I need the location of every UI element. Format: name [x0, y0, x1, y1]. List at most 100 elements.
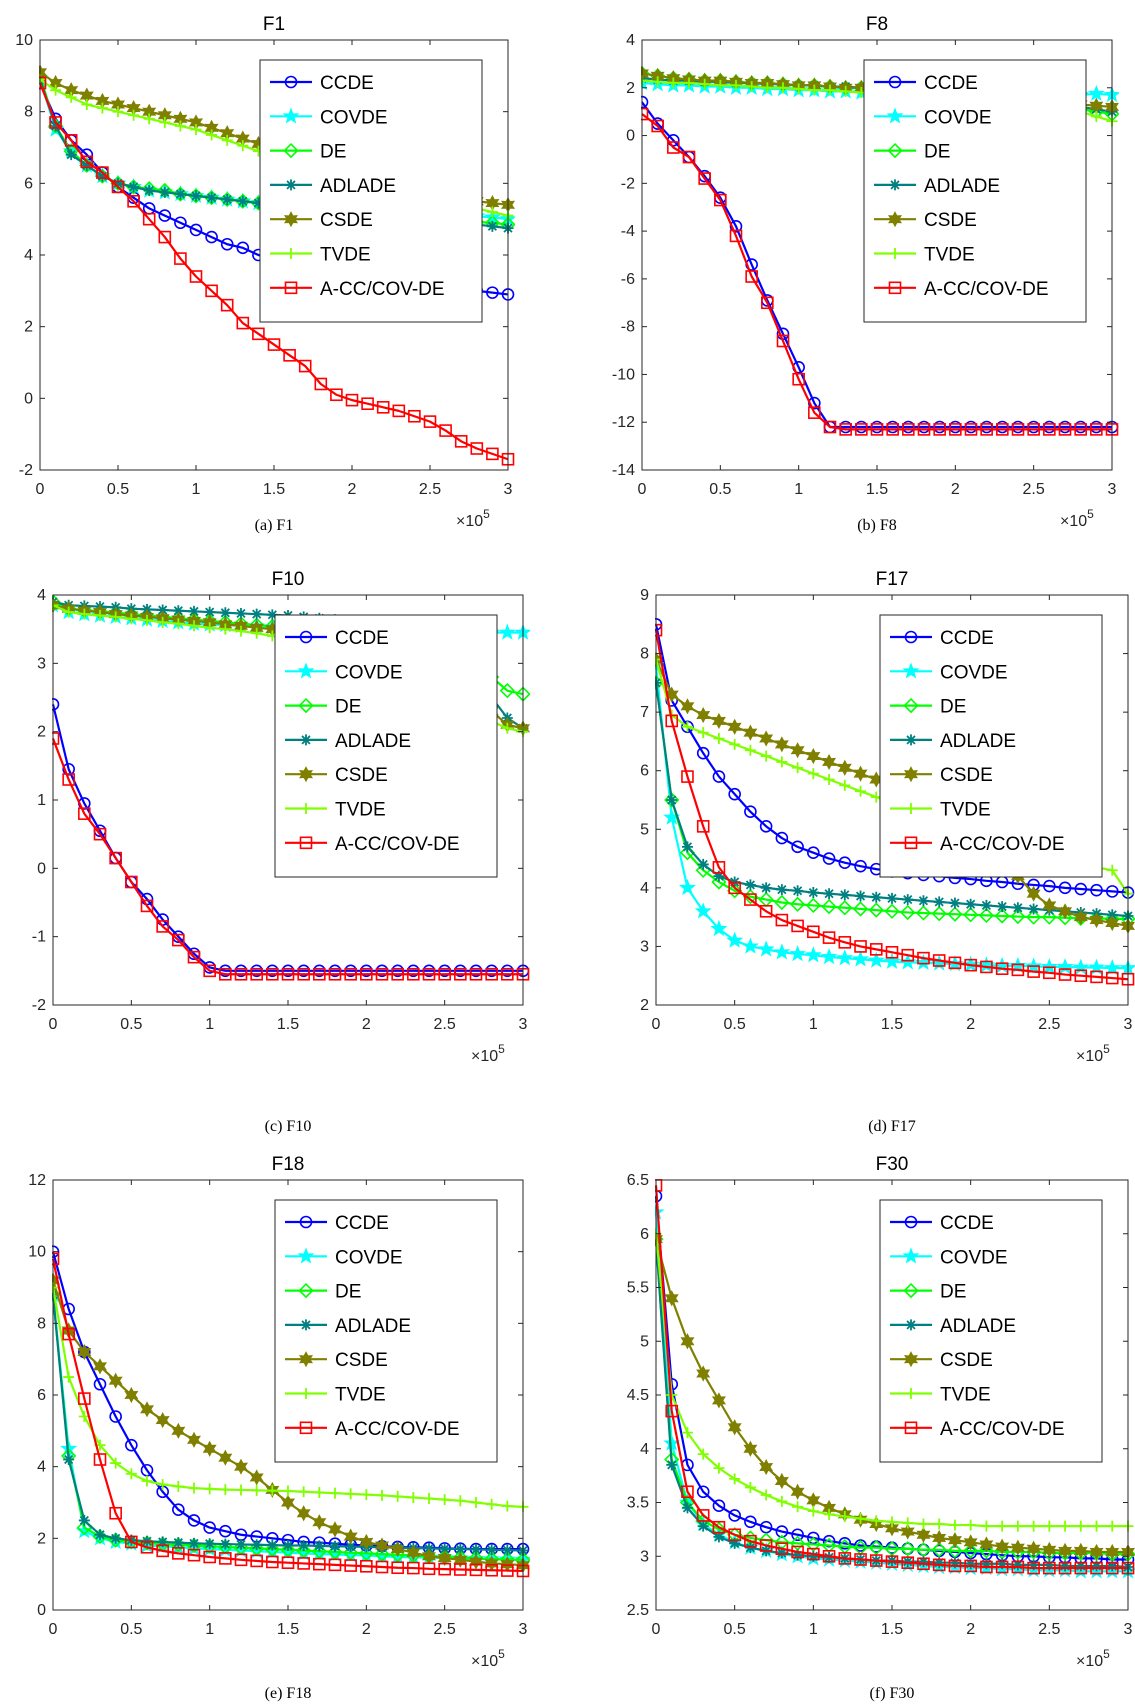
legend-label: TVDE [940, 800, 991, 821]
data-point-a-cc-cov-de [78, 1392, 91, 1405]
legend-label: CSDE [335, 765, 388, 786]
data-point-adlade [81, 159, 93, 171]
data-point-csde [664, 1290, 679, 1307]
data-point-covde [694, 902, 712, 919]
data-point-ccde [1058, 881, 1072, 895]
data-point-tvde [235, 625, 247, 637]
data-point-a-cc-cov-de [917, 951, 930, 965]
data-point-a-cc-cov-de [1043, 1561, 1056, 1575]
x-tick-label: 0.5 [709, 481, 731, 498]
data-point-covde [1056, 958, 1074, 975]
data-point-ccde [712, 1499, 726, 1513]
data-point-a-cc-cov-de [330, 388, 343, 402]
data-point-tvde [697, 727, 709, 739]
y-tick-label: 5.5 [627, 1280, 649, 1297]
y-tick-label: 8 [640, 646, 649, 663]
data-point-tvde [917, 1518, 929, 1530]
x-tick-label: 1.5 [866, 481, 888, 498]
data-point-adlade [235, 1538, 247, 1550]
data-point-adlade [237, 195, 249, 207]
data-point-de [1025, 909, 1042, 925]
data-point-ccde [219, 1524, 232, 1538]
legend-marker [888, 281, 902, 295]
data-point-ccde [822, 852, 836, 865]
data-point-de [1057, 910, 1073, 926]
data-point-csde [359, 1533, 374, 1550]
data-point-a-cc-cov-de [80, 155, 94, 169]
data-point-a-cc-cov-de [901, 1556, 915, 1569]
data-point-tvde [81, 99, 93, 110]
data-point-adlade [501, 1544, 513, 1556]
data-point-tvde [746, 81, 758, 93]
data-point-a-cc-cov-de [250, 1554, 263, 1568]
data-point-tvde [172, 618, 184, 630]
data-point-covde [789, 945, 807, 962]
data-point-a-cc-cov-de [698, 172, 711, 185]
y-tick-label: 4.5 [627, 1387, 649, 1404]
data-point-csde [155, 1412, 170, 1429]
data-point-csde [711, 712, 726, 730]
data-point-a-cc-cov-de [140, 899, 154, 913]
data-point-adlade [792, 885, 804, 897]
y-tick-label: 10 [15, 32, 33, 49]
data-point-csde [947, 1532, 962, 1549]
data-point-de [915, 905, 932, 921]
data-point-tvde [730, 79, 742, 91]
data-point-adlade [1059, 1560, 1071, 1572]
data-point-a-cc-cov-de [314, 377, 328, 391]
data-point-a-cc-cov-de [838, 1552, 852, 1565]
x-tick-label: 2 [966, 1621, 975, 1638]
legend-marker [887, 142, 903, 159]
legend-marker [298, 1282, 314, 1299]
y-tick-label: 2 [626, 80, 635, 97]
subplot-caption: (c) F10 [265, 1118, 312, 1135]
data-point-de [900, 904, 916, 921]
data-point-a-cc-cov-de [158, 230, 172, 244]
data-point-adlade [1012, 902, 1024, 914]
data-point-tvde [933, 1518, 945, 1530]
legend-marker [904, 1215, 918, 1229]
x-tick-label: 0.5 [120, 1621, 142, 1638]
data-point-ccde [838, 856, 852, 869]
data-point-a-cc-cov-de [391, 967, 404, 981]
legend-marker [905, 1388, 917, 1399]
data-point-tvde [94, 610, 106, 621]
data-point-tvde [744, 1481, 756, 1493]
data-point-csde [885, 1520, 899, 1537]
data-point-a-cc-cov-de [1011, 963, 1025, 977]
data-point-a-cc-cov-de [696, 820, 710, 833]
data-point-a-cc-cov-de [328, 1558, 342, 1572]
legend-marker [903, 1282, 919, 1299]
data-point-a-cc-cov-de [234, 1553, 248, 1567]
data-point-tvde [681, 1427, 693, 1439]
data-point-ccde [220, 237, 234, 251]
legend-label: CSDE [924, 210, 977, 231]
data-point-adlade [486, 1544, 498, 1556]
data-point-ccde [728, 787, 741, 801]
data-point-a-cc-cov-de [1027, 965, 1040, 978]
data-point-tvde [206, 129, 218, 141]
data-point-a-cc-cov-de [360, 967, 373, 981]
data-point-adlade [219, 1538, 231, 1550]
data-point-de [1041, 909, 1057, 925]
x-tick-label: 1 [192, 481, 201, 498]
data-point-covde [867, 951, 885, 968]
subplot-title: F8 [866, 14, 888, 35]
legend-marker [888, 211, 902, 228]
data-point-a-cc-cov-de [1011, 423, 1025, 436]
data-point-csde [281, 1494, 295, 1511]
data-point-a-cc-cov-de [759, 904, 773, 918]
data-point-tvde [823, 774, 835, 785]
x-tick-label: 3 [1108, 481, 1117, 498]
data-point-a-cc-cov-de [423, 415, 437, 428]
y-tick-label: 7 [640, 704, 649, 721]
data-point-tvde [141, 614, 153, 626]
data-point-adlade [792, 1549, 804, 1561]
data-point-adlade [345, 1541, 357, 1553]
subplot-f30: 0 0.5 1 1.5 2 2.5 3 2.5 3 3.5 4 4.5 5 5.5 6 6.5 ×105 F30 (… [627, 1154, 1135, 1702]
y-tick-label: -2 [621, 175, 635, 192]
data-point-ccde [759, 820, 773, 833]
data-point-csde [1058, 1542, 1073, 1559]
y-tick-label: 0 [626, 128, 635, 145]
x-tick-label: 1.5 [277, 1016, 299, 1033]
